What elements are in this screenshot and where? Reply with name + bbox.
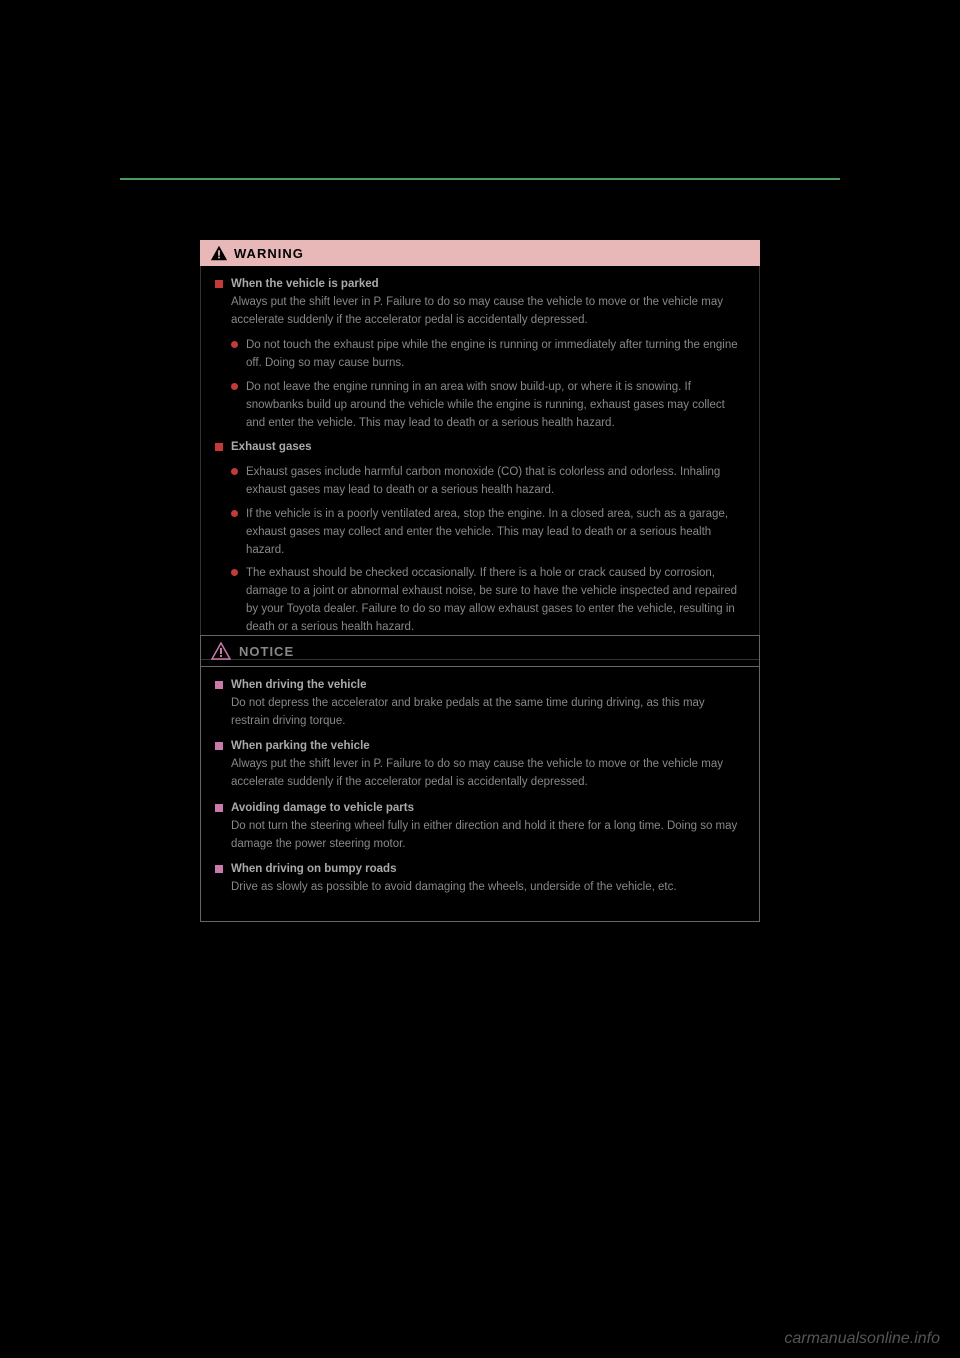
warning-section: When the vehicle is parked Always put th… — [215, 276, 745, 329]
notice-item-text: Do not depress the accelerator and brake… — [231, 697, 705, 727]
section-title: Exhaust gases — [231, 441, 312, 453]
bullet-icon — [231, 569, 238, 576]
section-text: Avoiding damage to vehicle parts Do not … — [231, 800, 745, 853]
notice-item: Avoiding damage to vehicle parts Do not … — [215, 800, 745, 853]
notice-item-title: Avoiding damage to vehicle parts — [231, 802, 414, 814]
square-marker-icon — [215, 742, 223, 750]
notice-label: NOTICE — [239, 644, 294, 659]
bullet-item: The exhaust should be checked occasional… — [231, 565, 745, 636]
bullet-icon — [231, 383, 238, 390]
bullet-icon — [231, 341, 238, 348]
notice-icon — [211, 642, 231, 660]
notice-item-text: Do not turn the steering wheel fully in … — [231, 820, 737, 850]
square-marker-icon — [215, 804, 223, 812]
section-text: When the vehicle is parked Always put th… — [231, 276, 745, 329]
section-body-text: Always put the shift lever in P. Failure… — [231, 296, 723, 326]
header-divider — [120, 178, 840, 180]
notice-item: When parking the vehicle Always put the … — [215, 738, 745, 791]
bullet-icon — [231, 468, 238, 475]
warning-label: WARNING — [234, 246, 304, 261]
notice-item-title: When parking the vehicle — [231, 740, 370, 752]
bullet-text: Do not leave the engine running in an ar… — [246, 379, 745, 432]
notice-item-title: When driving the vehicle — [231, 679, 366, 691]
square-marker-icon — [215, 681, 223, 689]
watermark: carmanualsonline.info — [784, 1330, 940, 1348]
bullet-item: If the vehicle is in a poorly ventilated… — [231, 506, 745, 559]
section-title: When the vehicle is parked — [231, 278, 379, 290]
warning-header: WARNING — [200, 240, 760, 266]
notice-item-title: When driving on bumpy roads — [231, 863, 396, 875]
square-marker-icon — [215, 280, 223, 288]
section-text: When parking the vehicle Always put the … — [231, 738, 745, 791]
section-text: When driving the vehicle Do not depress … — [231, 677, 745, 730]
bullet-text: The exhaust should be checked occasional… — [246, 565, 745, 636]
warning-box: WARNING When the vehicle is parked Alway… — [200, 240, 760, 660]
notice-item-text: Drive as slowly as possible to avoid dam… — [231, 881, 677, 893]
section-text: Exhaust gases — [231, 439, 745, 457]
notice-item: When driving the vehicle Do not depress … — [215, 677, 745, 730]
bullet-text: If the vehicle is in a poorly ventilated… — [246, 506, 745, 559]
warning-section: Exhaust gases — [215, 439, 745, 457]
section-text: When driving on bumpy roads Drive as slo… — [231, 861, 745, 897]
bullet-icon — [231, 510, 238, 517]
warning-icon — [210, 244, 228, 262]
bullet-item: Exhaust gases include harmful carbon mon… — [231, 464, 745, 500]
bullet-item: Do not touch the exhaust pipe while the … — [231, 337, 745, 373]
notice-body: When driving the vehicle Do not depress … — [201, 667, 759, 921]
warning-body: When the vehicle is parked Always put th… — [200, 266, 760, 660]
notice-box: NOTICE When driving the vehicle Do not d… — [200, 635, 760, 922]
bullet-text: Do not touch the exhaust pipe while the … — [246, 337, 745, 373]
notice-item-text: Always put the shift lever in P. Failure… — [231, 758, 723, 788]
bullet-text: Exhaust gases include harmful carbon mon… — [246, 464, 745, 500]
notice-header: NOTICE — [201, 636, 759, 667]
notice-item: When driving on bumpy roads Drive as slo… — [215, 861, 745, 897]
square-marker-icon — [215, 865, 223, 873]
square-marker-icon — [215, 443, 223, 451]
bullet-item: Do not leave the engine running in an ar… — [231, 379, 745, 432]
